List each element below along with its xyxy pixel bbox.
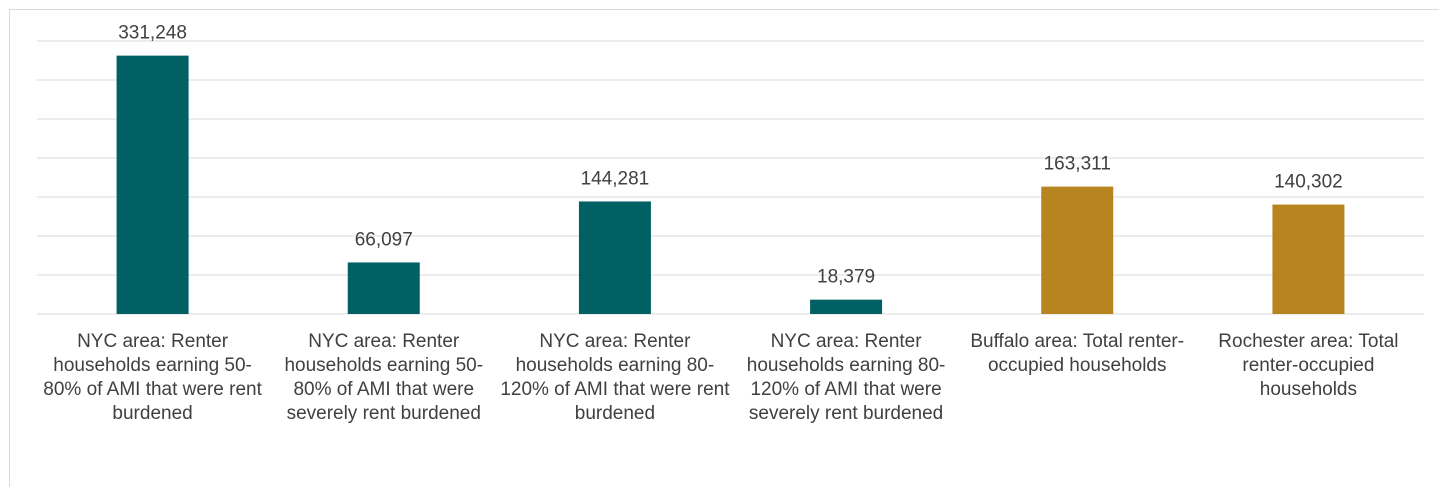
data-label: 18,379 [817,267,875,288]
x-tick-label: NYC area: Renter households earning 80-1… [500,331,730,424]
data-label: 331,248 [118,23,187,44]
chart-border [9,9,1439,487]
bar [1041,186,1114,314]
bar [1272,204,1345,314]
data-label: 66,097 [355,229,413,250]
bar [347,262,420,314]
data-label: 144,281 [581,168,650,189]
bar [810,299,883,314]
x-tick-label: Rochester area: Total renter-occupied ho… [1218,331,1399,400]
bar [116,55,189,315]
data-label: 163,311 [1044,154,1111,175]
bar [578,201,651,314]
x-tick-label: NYC area: Renter households earning 50-8… [43,331,262,424]
x-tick-label: NYC area: Renter households earning 50-8… [284,331,484,424]
x-tick-label: NYC area: Renter households earning 80-1… [746,331,946,424]
x-tick-label: Buffalo area: Total renter-occupied hous… [970,331,1185,376]
data-label: 140,302 [1274,172,1343,193]
